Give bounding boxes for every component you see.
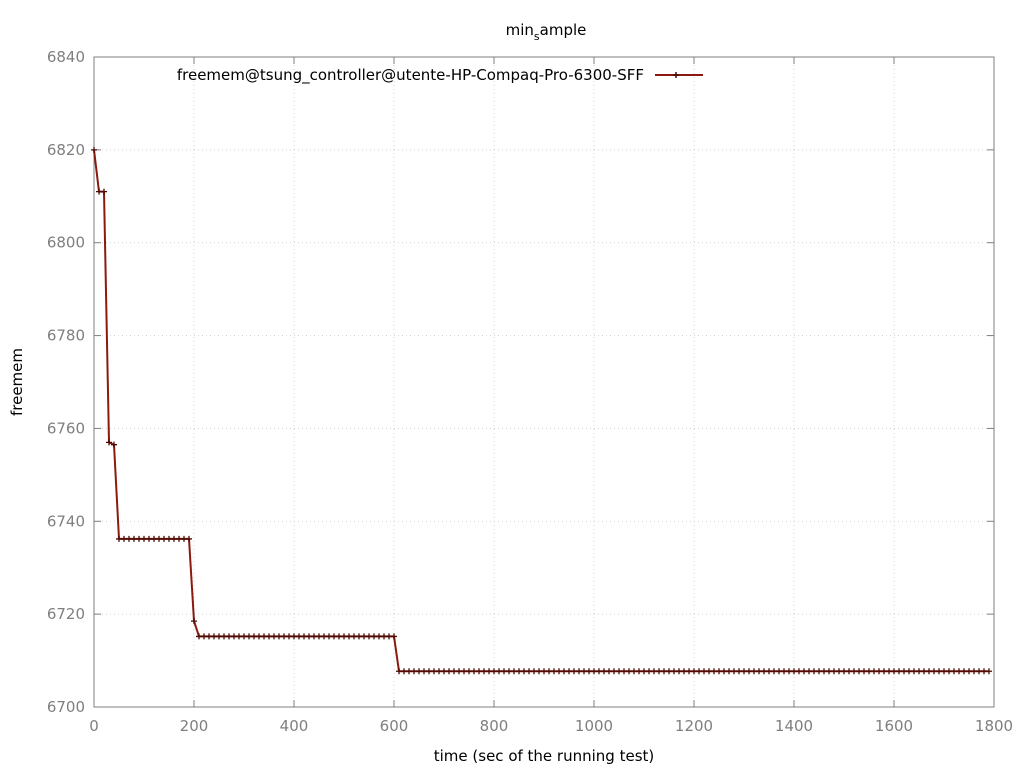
data-point <box>191 618 197 625</box>
x-tick-label: 1800 <box>975 717 1013 735</box>
plot-area-border <box>93 56 995 708</box>
y-axis-label: freemem <box>8 348 26 416</box>
series-line <box>93 149 989 673</box>
chart-title-main: min <box>506 21 534 39</box>
data-point <box>986 668 992 675</box>
y-tick-label: 6760 <box>47 419 85 437</box>
x-tick-label: 400 <box>280 717 309 735</box>
legend: freemem@tsung_controller@utente-HP-Compa… <box>177 66 703 85</box>
x-tick-label: 600 <box>380 717 409 735</box>
y-tick-label: 6740 <box>47 512 85 530</box>
x-tick-label: 0 <box>89 717 99 735</box>
grid <box>94 57 994 707</box>
chart-title: minsample <box>506 21 587 43</box>
x-tick-label: 200 <box>180 717 209 735</box>
data-point <box>111 441 117 448</box>
legend-series-marker <box>673 72 679 78</box>
y-tick-label: 6700 <box>47 698 85 716</box>
axis-ticks: 0 200 400 600 800 1000 1200 1400 1600 1800 6700 672… <box>47 48 1013 735</box>
y-tick-label: 6720 <box>47 605 85 623</box>
x-tick-label: 1000 <box>575 717 613 735</box>
y-tick-label: 6780 <box>47 327 85 345</box>
chart-title-rest: ample <box>540 21 587 39</box>
x-tick-label: 800 <box>480 717 509 735</box>
data-point <box>391 633 397 640</box>
y-tick-label: 6820 <box>47 141 85 159</box>
data-point <box>91 146 97 153</box>
data-point <box>101 188 107 195</box>
x-axis-label: time (sec of the running test) <box>434 747 655 765</box>
y-tick-label: 6800 <box>47 234 85 252</box>
data-point <box>106 439 112 446</box>
series <box>91 146 992 675</box>
chart-title-subscript: s <box>534 30 540 43</box>
y-tick-label: 6840 <box>47 48 85 66</box>
legend-series-label: freemem@tsung_controller@utente-HP-Compa… <box>177 66 644 85</box>
x-tick-label: 1400 <box>775 717 813 735</box>
data-point <box>186 535 192 542</box>
x-tick-label: 1600 <box>875 717 913 735</box>
x-tick-label: 1200 <box>675 717 713 735</box>
